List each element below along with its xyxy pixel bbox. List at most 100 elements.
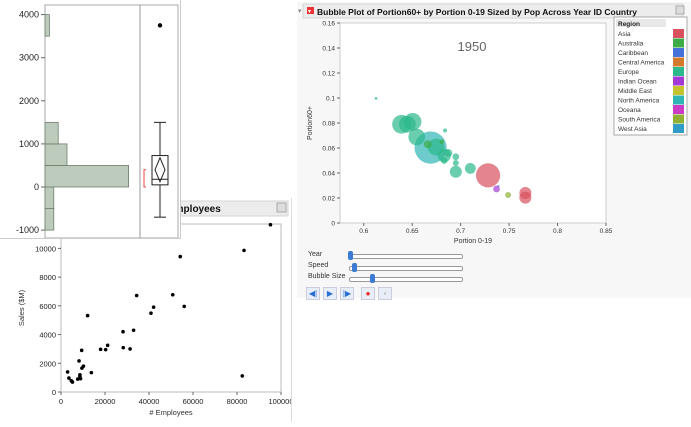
legend-item-label: West Asia <box>618 126 647 133</box>
scatter-title: Employees <box>168 204 221 215</box>
data-point <box>79 348 84 353</box>
play-icon: ▶ <box>326 289 334 298</box>
legend-swatch <box>673 114 684 124</box>
x-tick-label: 40000 <box>139 397 160 406</box>
y-tick-label: 0.16 <box>322 21 335 28</box>
y-tick-label: 0 <box>331 221 335 228</box>
x-tick-label: 60000 <box>183 397 204 406</box>
bubble <box>493 185 500 193</box>
box <box>151 155 169 186</box>
histogram-bar <box>44 121 59 145</box>
data-point <box>182 304 186 309</box>
bubble-plot-window: ▾ ▾ Bubble Plot of Portion60+ by Portion… <box>297 2 691 300</box>
y-tick-label: 4000 <box>19 10 39 20</box>
bubble <box>452 160 459 166</box>
legend-swatch <box>673 48 684 57</box>
data-point <box>85 313 90 318</box>
bubble-plot-svg: ▾ ▾ Bubble Plot of Portion60+ by Portion… <box>298 3 688 246</box>
y-tick-label: 0 <box>52 388 56 397</box>
save-icon: ▪ <box>383 289 387 298</box>
record-button[interactable]: ● <box>361 287 375 300</box>
legend-item-label: North America <box>618 98 660 105</box>
disclosure-triangle-icon[interactable]: ▾ <box>298 8 302 15</box>
speed-slider[interactable] <box>349 263 463 272</box>
step-forward-icon: |▶ <box>342 289 352 298</box>
red-triangle-menu-icon[interactable] <box>307 7 314 14</box>
bubble <box>440 157 448 164</box>
x-tick-label: 0.7 <box>456 228 465 235</box>
legend-swatch <box>673 38 684 48</box>
bubble <box>399 115 416 133</box>
bubble <box>505 192 512 198</box>
y-tick-label: 2000 <box>19 96 39 106</box>
data-point <box>151 305 156 309</box>
y-tick-label: -1000 <box>16 225 39 235</box>
play-button[interactable]: ▶ <box>323 287 337 300</box>
y-tick-label: 6000 <box>39 302 56 311</box>
slider-thumb[interactable] <box>348 251 353 260</box>
y-tick-label: 0.04 <box>322 171 335 178</box>
data-point <box>134 293 139 298</box>
step-back-button[interactable]: ◀| <box>306 287 320 300</box>
slider-thumb[interactable] <box>369 274 375 283</box>
legend-swatch <box>673 29 684 38</box>
x-tick-label: 80000 <box>227 397 248 406</box>
legend-item-label: Central America <box>618 60 665 67</box>
bubble-size-slider[interactable] <box>349 274 463 283</box>
x-tick-label: 0.8 <box>553 228 562 235</box>
y-tick-label: 0 <box>34 182 39 192</box>
data-point <box>67 376 71 380</box>
bubble <box>464 162 476 174</box>
data-point <box>131 328 136 333</box>
window-restore-icon[interactable] <box>675 5 685 15</box>
data-point <box>268 222 273 227</box>
y-tick-label: 0.02 <box>322 196 335 203</box>
legend-item-label: Middle East <box>618 88 652 95</box>
y-tick-label: 0.1 <box>326 96 335 103</box>
year-slider[interactable] <box>348 251 463 260</box>
bubble <box>408 128 426 146</box>
x-tick-label: 0.85 <box>600 228 613 235</box>
legend-swatch <box>673 86 684 95</box>
data-point <box>89 370 94 375</box>
slider-thumb[interactable] <box>352 263 358 272</box>
legend-item-label: Europe <box>618 69 639 76</box>
bubble <box>475 163 501 188</box>
data-point <box>78 376 83 381</box>
window-restore-icon[interactable] <box>276 202 287 213</box>
legend-header <box>616 19 666 27</box>
data-point <box>121 345 126 350</box>
histogram-bar <box>44 143 68 166</box>
x-axis-label: # Employees <box>149 408 193 417</box>
legend-item-label: South America <box>618 117 661 124</box>
legend-item-label: Indian Ocean <box>618 79 657 86</box>
save-button[interactable]: ▪ <box>378 287 392 300</box>
data-point <box>128 347 132 351</box>
bubble <box>423 140 432 149</box>
data-point <box>98 347 103 352</box>
x-tick-label: 0.65 <box>406 228 419 235</box>
year-slider-label: Year <box>308 251 323 258</box>
legend-item-label: Australia <box>618 41 644 48</box>
y-tick-label: 8000 <box>39 273 56 282</box>
y-tick-label: 10000 <box>35 244 56 253</box>
y-tick-label: 1000 <box>19 139 39 149</box>
y-tick-label: 0.08 <box>322 121 335 128</box>
bubble-plot-area: 0.6 0.65 0.7 0.75 0.8 0.85 0 0.02 0.04 0.06 0.08 0.… <box>307 21 613 246</box>
x-tick-label: 20000 <box>95 397 116 406</box>
y-axis-label: Portion60+ <box>307 106 314 140</box>
data-point <box>75 377 80 381</box>
bubble-plot-title: Bubble Plot of Portion60+ by Portion 0-1… <box>317 7 637 17</box>
bubble <box>497 184 500 188</box>
distribution-window: -1000 0 1000 2000 3000 4000 <box>0 0 181 239</box>
legend-swatch <box>673 124 684 133</box>
x-tick-label: 0 <box>59 397 63 406</box>
data-point <box>105 343 110 348</box>
step-back-icon: ◀| <box>308 289 318 298</box>
step-forward-button[interactable]: |▶ <box>340 287 354 300</box>
data-point <box>149 311 153 315</box>
data-point <box>70 380 75 384</box>
data-point <box>178 254 183 259</box>
